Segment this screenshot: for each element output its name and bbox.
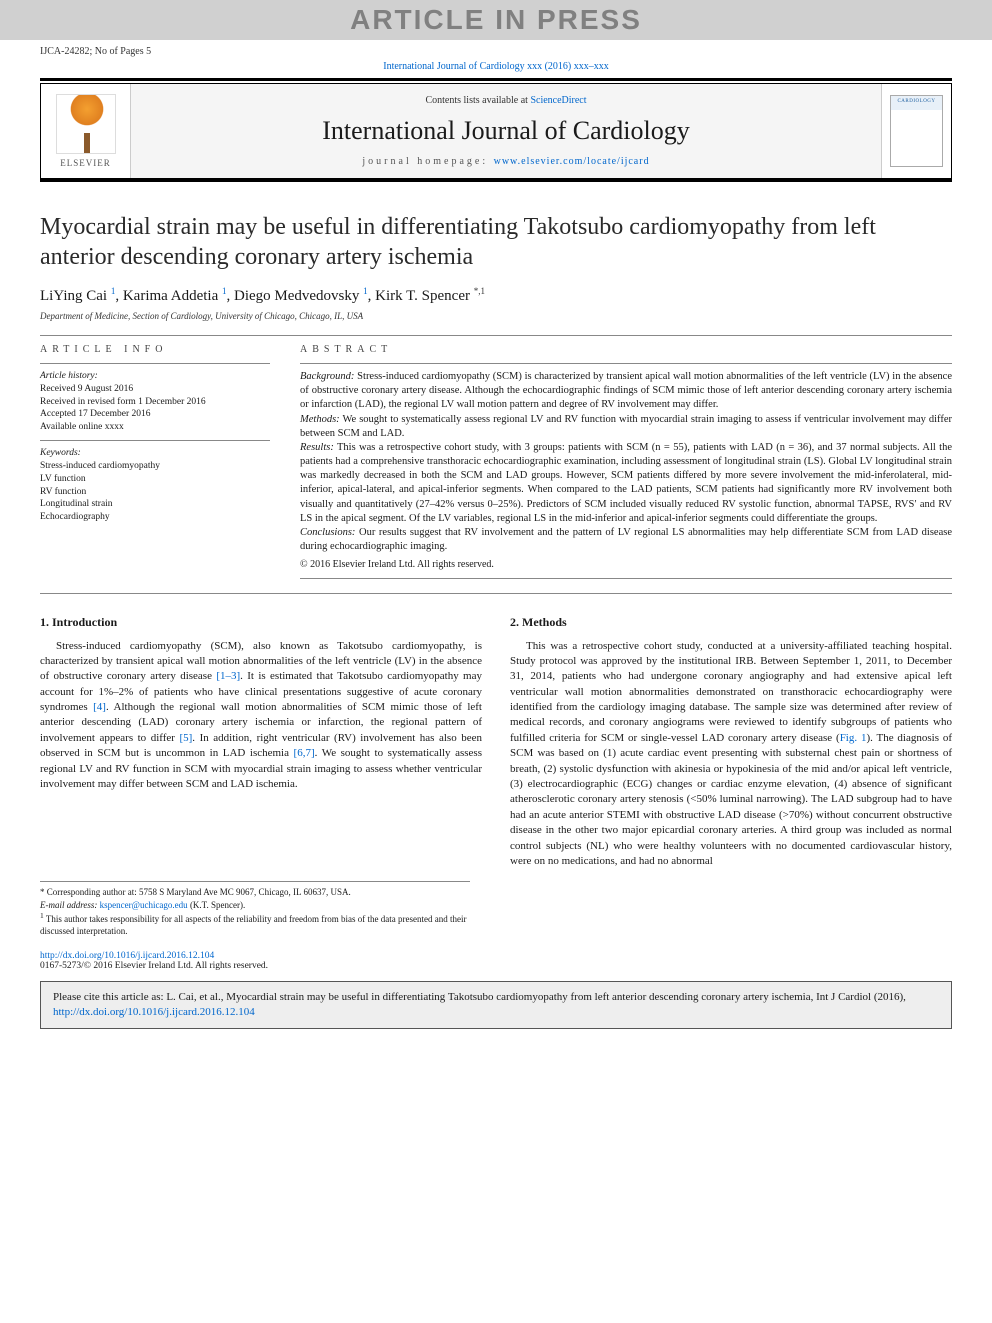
journal-ref-line: International Journal of Cardiology xxx … xyxy=(0,59,992,78)
ref-5-link[interactable]: [5] xyxy=(179,732,192,744)
ref-6-7-link[interactable]: [6,7] xyxy=(294,747,315,759)
homepage-label: journal homepage: xyxy=(362,156,493,167)
article-info-heading: article info xyxy=(40,344,270,355)
abstract-heading: abstract xyxy=(300,344,952,355)
authors-line: LiYing Cai 1, Karima Addetia 1, Diego Me… xyxy=(40,286,952,305)
abstract-column: abstract Background: Stress-induced card… xyxy=(300,344,952,585)
author-3-mark: 1 xyxy=(363,286,368,296)
citation-doi-link[interactable]: http://dx.doi.org/10.1016/j.ijcard.2016.… xyxy=(53,1006,255,1018)
elsevier-tree-icon xyxy=(56,94,116,154)
history-received: Received 9 August 2016 xyxy=(40,384,133,394)
citation-box: Please cite this article as: L. Cai, et … xyxy=(40,981,952,1029)
history-accepted: Accepted 17 December 2016 xyxy=(40,409,151,419)
corresponding-author-note: * Corresponding author at: 5758 S Maryla… xyxy=(40,886,470,898)
rule-below-abstract xyxy=(40,593,952,594)
body-col-right: 2. Methods This was a retrospective coho… xyxy=(510,614,952,870)
article-id: IJCA-24282; No of Pages 5 xyxy=(40,46,151,57)
doi-link[interactable]: http://dx.doi.org/10.1016/j.ijcard.2016.… xyxy=(40,951,214,961)
header-meta-row: IJCA-24282; No of Pages 5 xyxy=(0,40,992,59)
rule-info-2 xyxy=(40,440,270,441)
info-abstract-row: article info Article history: Received 9… xyxy=(40,344,952,585)
author-1-mark: 1 xyxy=(111,286,116,296)
journal-homepage-link[interactable]: www.elsevier.com/locate/ijcard xyxy=(494,156,650,167)
history-revised: Received in revised form 1 December 2016 xyxy=(40,397,206,407)
author-4: Kirk T. Spencer xyxy=(375,288,470,304)
abs-background: Stress-induced cardiomyopathy (SCM) is c… xyxy=(300,371,952,410)
rule-top-thick xyxy=(40,78,952,81)
abs-results-label: Results: xyxy=(300,442,334,453)
abstract-body: Background: Stress-induced cardiomyopath… xyxy=(300,370,952,554)
sciencedirect-link[interactable]: ScienceDirect xyxy=(530,95,586,106)
contents-prefix: Contents lists available at xyxy=(425,95,530,106)
author-2: Karima Addetia xyxy=(123,288,218,304)
keyword-1: Stress-induced cardiomyopathy xyxy=(40,461,160,471)
journal-homepage-line: journal homepage: www.elsevier.com/locat… xyxy=(131,156,881,167)
rule-abstract-1 xyxy=(300,363,952,364)
footnote-1-marker: 1 xyxy=(40,911,44,920)
ref-1-3-link[interactable]: [1–3] xyxy=(216,670,240,682)
footnote-1-text: This author takes responsibility for all… xyxy=(40,914,466,936)
intro-heading: 1. Introduction xyxy=(40,614,482,631)
abstract-copyright: © 2016 Elsevier Ireland Ltd. All rights … xyxy=(300,558,952,572)
article-in-press-watermark: ARTICLE IN PRESS xyxy=(0,0,992,40)
author-2-mark: 1 xyxy=(222,286,227,296)
email-label: E-mail address: xyxy=(40,900,100,910)
keyword-5: Echocardiography xyxy=(40,512,110,522)
rule-bottom-thick xyxy=(40,179,952,182)
abs-results: This was a retrospective cohort study, w… xyxy=(300,442,952,524)
footnote-1: 1 This author takes responsibility for a… xyxy=(40,911,470,937)
methods-p1a: This was a retrospective cohort study, c… xyxy=(510,640,952,744)
methods-p1b: ). The diagnosis of SCM was based on (1)… xyxy=(510,732,952,867)
methods-paragraph: This was a retrospective cohort study, c… xyxy=(510,639,952,870)
rule-above-info xyxy=(40,335,952,336)
elsevier-logo-block: ELSEVIER xyxy=(41,84,131,178)
abs-conclusions-label: Conclusions: xyxy=(300,527,355,538)
keywords-label: Keywords: xyxy=(40,448,81,458)
author-3: Diego Medvedovsky xyxy=(234,288,359,304)
journal-title-header: International Journal of Cardiology xyxy=(131,116,881,146)
intro-paragraph: Stress-induced cardiomyopathy (SCM), als… xyxy=(40,639,482,793)
author-4-mark: *,1 xyxy=(474,286,485,296)
email-suffix: (K.T. Spencer). xyxy=(188,900,246,910)
abs-background-label: Background: xyxy=(300,371,354,382)
journal-cover-icon xyxy=(890,95,943,167)
footnotes-block: * Corresponding author at: 5758 S Maryla… xyxy=(40,881,470,937)
journal-header-center: Contents lists available at ScienceDirec… xyxy=(131,84,881,178)
ref-4-link[interactable]: [4] xyxy=(93,701,106,713)
abs-methods: We sought to systematically assess regio… xyxy=(300,414,952,439)
abs-methods-label: Methods: xyxy=(300,414,340,425)
body-two-columns: 1. Introduction Stress-induced cardiomyo… xyxy=(40,614,952,870)
journal-header-box: ELSEVIER Contents lists available at Sci… xyxy=(40,83,952,179)
keyword-3: RV function xyxy=(40,487,86,497)
author-1: LiYing Cai xyxy=(40,288,107,304)
doi-block: http://dx.doi.org/10.1016/j.ijcard.2016.… xyxy=(40,951,952,971)
rule-info-1 xyxy=(40,363,270,364)
history-online: Available online xxxx xyxy=(40,422,124,432)
fig-1-link[interactable]: Fig. 1 xyxy=(840,732,867,744)
email-link[interactable]: kspencer@uchicago.edu xyxy=(100,900,188,910)
methods-heading: 2. Methods xyxy=(510,614,952,631)
abs-conclusions: Our results suggest that RV involvement … xyxy=(300,527,952,552)
issn-copyright: 0167-5273/© 2016 Elsevier Ireland Ltd. A… xyxy=(40,961,268,971)
body-col-left: 1. Introduction Stress-induced cardiomyo… xyxy=(40,614,482,870)
contents-available-line: Contents lists available at ScienceDirec… xyxy=(131,95,881,106)
citation-text: Please cite this article as: L. Cai, et … xyxy=(53,991,906,1003)
article-title: Myocardial strain may be useful in diffe… xyxy=(40,212,952,272)
keyword-2: LV function xyxy=(40,474,86,484)
rule-abstract-2 xyxy=(300,578,952,579)
email-line: E-mail address: kspencer@uchicago.edu (K… xyxy=(40,899,470,911)
history-label: Article history: xyxy=(40,371,98,381)
article-info-column: article info Article history: Received 9… xyxy=(40,344,270,585)
keyword-4: Longitudinal strain xyxy=(40,499,113,509)
journal-cover-thumb xyxy=(881,84,951,178)
affiliation: Department of Medicine, Section of Cardi… xyxy=(40,311,952,321)
elsevier-label: ELSEVIER xyxy=(60,158,111,168)
journal-ref-link[interactable]: International Journal of Cardiology xxx … xyxy=(383,61,609,72)
